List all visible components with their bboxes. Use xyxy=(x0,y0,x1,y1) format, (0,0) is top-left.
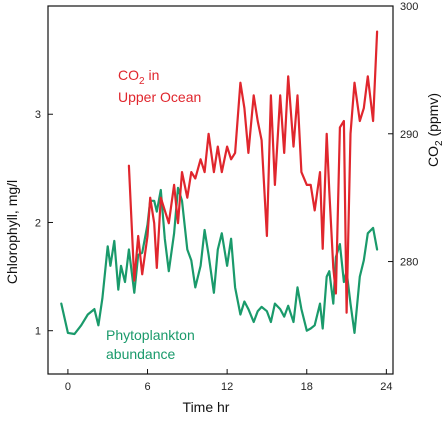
phyto-annotation-line2: abundance xyxy=(106,346,176,362)
x-tick-label: 0 xyxy=(65,381,71,393)
left-tick-label: 3 xyxy=(35,109,41,121)
left-tick-label: 2 xyxy=(35,217,41,229)
co2-annotation-sub: 2 xyxy=(139,76,145,87)
svg-text:CO2 in: CO2 in xyxy=(118,67,159,87)
right-axis-ticks: 280 290 300 xyxy=(388,1,418,269)
right-axis-title-sub: 2 xyxy=(434,140,445,146)
plot-frame xyxy=(47,5,394,375)
phytoplankton-line xyxy=(60,186,379,336)
x-axis-ticks: 0 6 12 18 24 xyxy=(65,369,392,393)
phyto-annotation-line1: Phytoplankton xyxy=(106,327,195,343)
x-tick-label: 6 xyxy=(144,381,150,393)
plot-area-border xyxy=(47,5,394,375)
co2-line xyxy=(127,30,379,314)
left-axis-title: Chlorophyll, mg/l xyxy=(4,180,20,284)
series-layer xyxy=(60,30,379,336)
x-tick-label: 12 xyxy=(221,381,233,393)
x-tick-label: 24 xyxy=(380,381,392,393)
co2-annotation-main: CO xyxy=(118,67,139,83)
right-tick-label: 290 xyxy=(400,129,418,141)
right-axis-title: CO2 (ppmv) xyxy=(425,93,445,167)
right-axis-title-unit: (ppmv) xyxy=(425,93,441,137)
x-tick-label: 18 xyxy=(301,381,313,393)
svg-text:CO2 (ppmv): CO2 (ppmv) xyxy=(425,93,445,167)
co2-annotation-line2: Upper Ocean xyxy=(118,89,201,105)
co2-annotation-rest: in xyxy=(145,67,160,83)
left-axis-ticks: 1 2 3 xyxy=(35,109,53,338)
right-tick-label: 300 xyxy=(400,1,418,13)
x-axis-title: Time hr xyxy=(183,399,230,415)
right-axis-title-main: CO xyxy=(425,146,441,167)
right-tick-label: 280 xyxy=(400,257,418,269)
co2-annotation: CO2 in Upper Ocean xyxy=(118,67,201,105)
left-tick-label: 1 xyxy=(35,326,41,338)
phyto-annotation: Phytoplankton abundance xyxy=(106,327,195,362)
